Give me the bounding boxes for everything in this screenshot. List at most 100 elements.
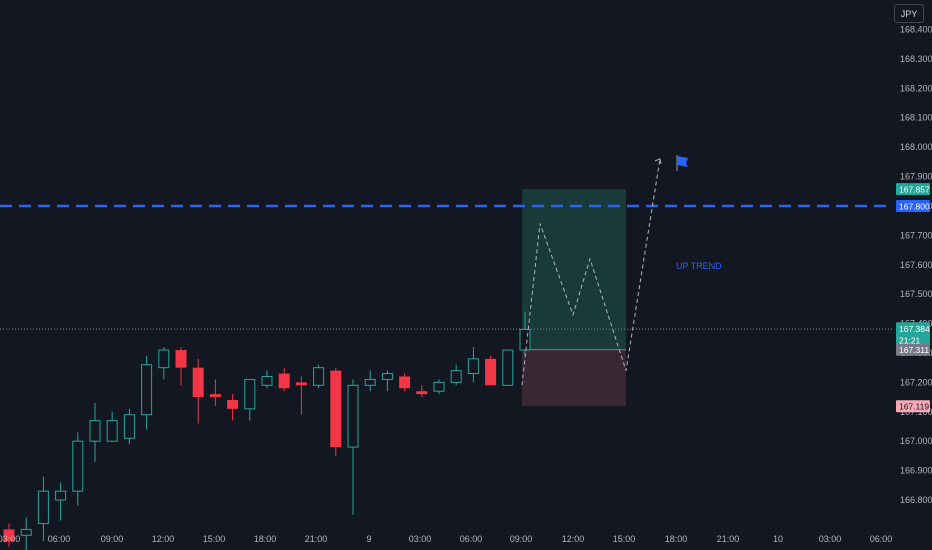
candle-body bbox=[158, 349, 170, 369]
price-tick-label: 167.600 bbox=[900, 260, 932, 270]
projection-arrowhead bbox=[654, 158, 662, 164]
candle[interactable] bbox=[381, 370, 393, 392]
candle[interactable] bbox=[485, 355, 497, 386]
candle[interactable] bbox=[20, 517, 32, 550]
candle[interactable] bbox=[278, 367, 290, 392]
candle[interactable] bbox=[72, 432, 84, 506]
candle-body bbox=[20, 528, 32, 536]
candle[interactable] bbox=[295, 376, 307, 415]
price-tick-label: 168.200 bbox=[900, 83, 932, 93]
candle[interactable] bbox=[209, 379, 221, 406]
time-tick-label: 09:00 bbox=[510, 534, 533, 544]
candle[interactable] bbox=[502, 349, 514, 386]
time-tick-label: 12:00 bbox=[562, 534, 585, 544]
candle-body bbox=[416, 391, 428, 395]
candle-body bbox=[123, 414, 135, 439]
candle[interactable] bbox=[158, 347, 170, 380]
price-label-text: 167.384 bbox=[899, 324, 930, 334]
candle-body bbox=[261, 375, 273, 386]
candle-body bbox=[227, 400, 239, 409]
price-axis[interactable]: 166.800166.900167.000167.100167.200167.3… bbox=[896, 25, 932, 506]
price-tick-label: 167.000 bbox=[900, 436, 932, 446]
price-tick-label: 167.900 bbox=[900, 172, 932, 182]
candle[interactable] bbox=[175, 347, 187, 386]
price-label-bg bbox=[896, 199, 930, 212]
candle-body bbox=[72, 440, 84, 492]
time-tick-label: 03:00 bbox=[819, 534, 842, 544]
up-trend-label[interactable]: UP TREND bbox=[676, 261, 722, 271]
time-tick-label: 06:00 bbox=[460, 534, 483, 544]
candle-body bbox=[295, 382, 307, 386]
candle[interactable] bbox=[106, 411, 118, 442]
entry-price-label[interactable]: 167.311 bbox=[896, 343, 930, 356]
price-tick-label: 168.400 bbox=[900, 25, 932, 35]
candle[interactable] bbox=[89, 402, 101, 462]
loss-zone[interactable] bbox=[522, 349, 626, 407]
price-label-text: 167.800 bbox=[899, 201, 930, 211]
flag-icon[interactable] bbox=[676, 155, 688, 171]
price-label-text: 167.311 bbox=[899, 345, 929, 355]
candle[interactable] bbox=[519, 311, 531, 356]
candle[interactable] bbox=[450, 364, 462, 386]
candle[interactable] bbox=[3, 523, 15, 548]
time-tick-label: 03:00 bbox=[409, 534, 432, 544]
candle[interactable] bbox=[467, 347, 479, 383]
price-tick-label: 166.800 bbox=[900, 495, 932, 505]
candle[interactable] bbox=[330, 367, 342, 456]
candle[interactable] bbox=[364, 370, 376, 392]
candle-body bbox=[209, 394, 221, 398]
price-tick-label: 167.500 bbox=[900, 289, 932, 299]
price-tick-label: 168.300 bbox=[900, 54, 932, 64]
candle[interactable] bbox=[227, 394, 239, 421]
time-tick-label: 09:00 bbox=[101, 534, 124, 544]
candle-body bbox=[37, 490, 49, 525]
candle-body bbox=[3, 529, 15, 542]
candle[interactable] bbox=[123, 408, 135, 445]
price-label-bg bbox=[896, 400, 930, 413]
price-tick-label: 168.100 bbox=[900, 113, 932, 123]
candle[interactable] bbox=[244, 378, 256, 421]
candle-body bbox=[519, 328, 531, 351]
time-tick-label: 12:00 bbox=[152, 534, 175, 544]
price-label-bg bbox=[896, 322, 930, 347]
candle-body bbox=[175, 350, 187, 368]
time-tick-label: 18:00 bbox=[665, 534, 688, 544]
level-price-label[interactable]: 167.800 bbox=[896, 199, 930, 212]
price-tick-label: 167.700 bbox=[900, 230, 932, 240]
candle[interactable] bbox=[55, 482, 67, 521]
currency-selector[interactable]: JPY bbox=[894, 4, 924, 23]
candle[interactable] bbox=[313, 364, 325, 389]
candle[interactable] bbox=[399, 373, 411, 392]
candle[interactable] bbox=[433, 379, 445, 395]
candle[interactable] bbox=[37, 476, 49, 542]
price-label-bg bbox=[896, 343, 930, 356]
candle[interactable] bbox=[141, 355, 153, 430]
candle-body bbox=[399, 376, 411, 389]
price-tick-label: 166.900 bbox=[900, 466, 932, 476]
candle-body bbox=[89, 420, 101, 442]
price-label-text: 167.857 bbox=[899, 185, 930, 195]
target-price-label[interactable]: 167.857 bbox=[896, 183, 930, 196]
time-tick-label: 10 bbox=[773, 534, 783, 544]
time-tick-label: 15:00 bbox=[203, 534, 226, 544]
candle[interactable] bbox=[416, 385, 428, 398]
candle[interactable] bbox=[261, 370, 273, 389]
candle[interactable] bbox=[347, 379, 359, 515]
candle-body bbox=[381, 373, 393, 380]
time-tick-label: 06:00 bbox=[870, 534, 893, 544]
stop-price-label[interactable]: 167.119 bbox=[896, 400, 930, 413]
candle-body bbox=[467, 358, 479, 375]
candle-body bbox=[433, 381, 445, 392]
projection-path[interactable] bbox=[521, 158, 661, 386]
time-tick-label: 21:00 bbox=[305, 534, 328, 544]
time-tick-label: 9 bbox=[366, 534, 371, 544]
candle-body bbox=[192, 367, 204, 398]
candle[interactable] bbox=[192, 358, 204, 424]
time-tick-label: 18:00 bbox=[254, 534, 277, 544]
time-axis[interactable]: 03:00 06:00 09:00 12:00 15:00 18:00 21:00 9 03:0… bbox=[0, 534, 892, 544]
candle-body bbox=[502, 349, 514, 386]
profit-zone[interactable] bbox=[522, 189, 626, 350]
candle-body bbox=[278, 373, 290, 389]
